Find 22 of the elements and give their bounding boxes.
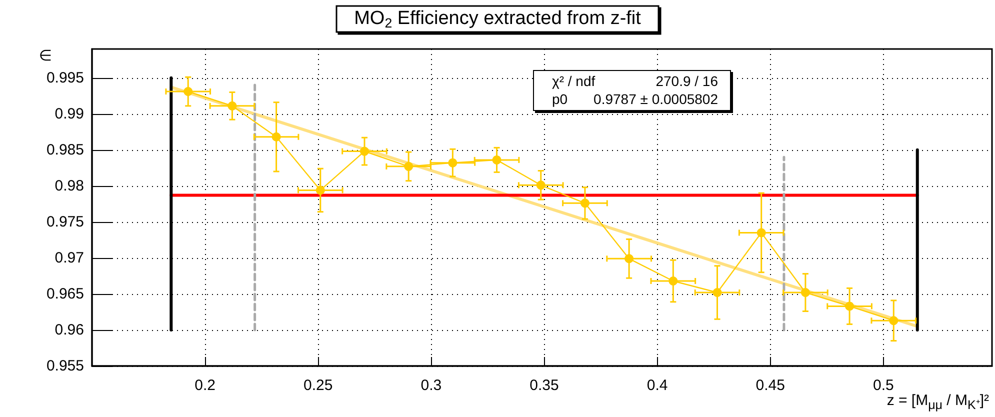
x-tick-label: 0.25	[304, 377, 333, 394]
y-tick-label: 0.98	[54, 177, 84, 194]
annotation: χ² / ndf	[552, 72, 596, 90]
y-tick-label: 0.965	[46, 285, 84, 302]
annotation: p0	[552, 90, 568, 108]
annotation: 270.9 / 16	[656, 72, 718, 90]
y-tick-label: 0.97	[54, 249, 84, 266]
y-tick-label: 0.99	[54, 105, 84, 122]
annotation: 0.9787 ± 0.0005802	[594, 90, 718, 108]
x-tick-label: 0.4	[646, 377, 668, 394]
x-tick-label: 0.45	[756, 377, 785, 394]
y-tick-label: 0.985	[46, 141, 84, 158]
y-tick-label: 0.955	[46, 358, 84, 374]
x-axis-title: z = [M$_{μμ}$ / M$_{K⁺}$]²	[886, 392, 989, 413]
x-tick-label: 0.2	[194, 377, 216, 394]
x-tick-label: 0.3	[420, 377, 442, 394]
y-tick-label: 0.975	[46, 213, 84, 230]
y-tick-label: 0.96	[54, 321, 84, 338]
y-axis-title: ∈	[38, 46, 52, 64]
x-tick-label: 0.35	[530, 377, 559, 394]
x-tick-label: 0.5	[873, 377, 894, 394]
y-tick-label: 0.995	[46, 69, 84, 86]
